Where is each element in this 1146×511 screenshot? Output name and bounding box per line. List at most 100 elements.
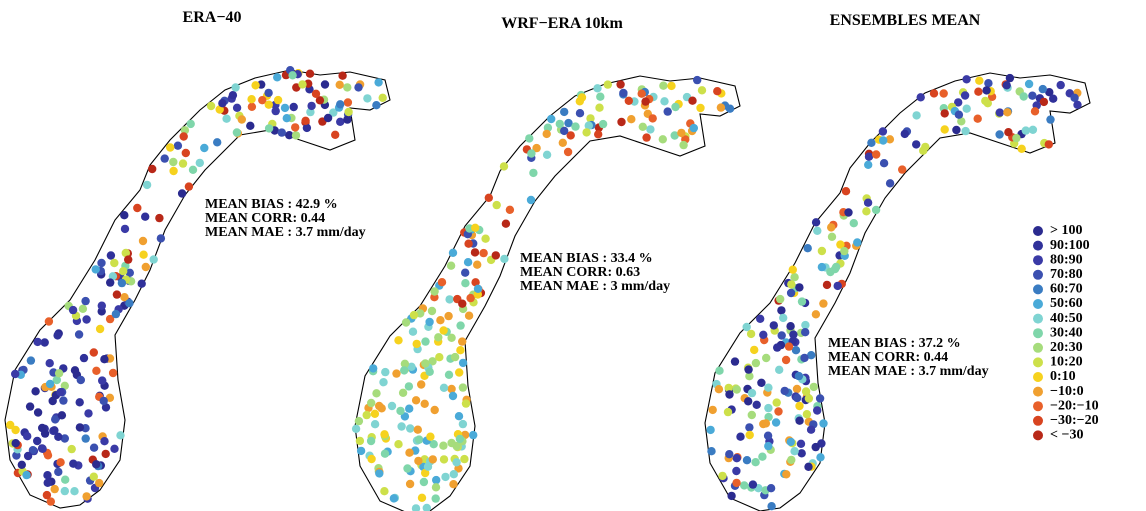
station-dot	[499, 162, 509, 171]
station-dot	[961, 126, 970, 136]
station-dot	[715, 366, 724, 375]
station-dot	[40, 338, 49, 347]
station-dot	[142, 180, 152, 190]
station-dot	[23, 432, 32, 441]
station-dot	[75, 398, 84, 407]
station-dot	[173, 141, 183, 150]
station-dot	[264, 100, 273, 109]
station-dot	[771, 418, 781, 427]
station-dot	[51, 415, 60, 424]
station-dot	[627, 115, 636, 124]
station-dot	[398, 388, 408, 397]
station-dot	[354, 416, 364, 426]
legend-label: 60:70	[1050, 282, 1083, 297]
station-dot	[38, 444, 47, 453]
station-dot	[791, 346, 801, 355]
station-dot	[169, 166, 178, 176]
station-dot	[774, 407, 783, 416]
station-dot	[11, 439, 20, 448]
station-dot	[421, 359, 430, 368]
station-dot	[411, 396, 421, 405]
station-dot	[973, 114, 982, 123]
station-dot	[431, 483, 441, 492]
station-dot	[264, 88, 273, 98]
station-dot	[960, 91, 970, 100]
station-dot	[323, 113, 333, 123]
station-dot	[447, 333, 456, 342]
station-dot	[367, 454, 376, 464]
station-dot	[351, 424, 361, 433]
station-dot	[367, 398, 376, 408]
station-dot	[251, 81, 260, 90]
station-dot	[425, 367, 434, 376]
station-dot	[813, 406, 822, 415]
station-dot	[179, 132, 188, 141]
station-dot	[363, 94, 372, 103]
station-dot	[940, 125, 949, 134]
station-dot	[558, 138, 567, 147]
station-dot	[724, 383, 733, 393]
station-dot	[110, 258, 119, 268]
station-dot	[338, 71, 347, 80]
station-dot	[840, 246, 849, 256]
station-dot	[408, 327, 418, 336]
station-dot	[48, 396, 57, 406]
station-dot	[60, 381, 69, 390]
stat-line: MEAN BIAS : 42.9 %	[205, 197, 338, 212]
station-dot	[693, 75, 702, 85]
station-dot	[782, 470, 791, 479]
station-dot	[343, 115, 352, 124]
station-dot	[40, 429, 50, 438]
station-dot	[101, 449, 110, 459]
station-dot	[954, 110, 964, 119]
station-dot	[372, 389, 381, 398]
station-dot	[706, 425, 715, 435]
station-dot	[1019, 92, 1028, 101]
station-dot	[292, 83, 301, 92]
legend-label: 90:100	[1050, 238, 1090, 253]
station-dot	[419, 477, 429, 487]
station-dot	[106, 251, 116, 260]
station-dot	[46, 497, 55, 506]
legend-label: −10:0	[1050, 384, 1084, 399]
station-dot	[1012, 133, 1021, 143]
station-dot	[101, 403, 111, 412]
station-dot	[449, 470, 458, 479]
station-dot	[112, 290, 122, 299]
station-dot	[44, 317, 54, 326]
station-dot	[56, 458, 65, 467]
station-dot	[405, 404, 414, 413]
station-dot	[817, 246, 827, 256]
station-dot	[759, 330, 768, 339]
station-dot	[273, 95, 283, 105]
station-dot	[658, 135, 667, 144]
station-dot	[962, 104, 971, 113]
station-dot	[764, 403, 773, 413]
station-dot	[577, 93, 587, 102]
station-dot	[431, 494, 440, 503]
station-dot	[864, 152, 874, 161]
legend-swatch	[1033, 240, 1043, 251]
station-dot	[59, 396, 68, 405]
station-dot	[331, 130, 340, 139]
station-dot	[404, 382, 414, 391]
station-dot	[464, 239, 473, 248]
legend-swatch	[1033, 372, 1043, 382]
station-dot	[1002, 81, 1011, 90]
station-dot	[439, 326, 448, 335]
station-dot	[795, 416, 804, 425]
station-dot	[624, 96, 633, 106]
station-dot	[155, 213, 164, 223]
station-dot	[745, 423, 754, 432]
station-dot	[456, 321, 465, 330]
station-dot	[33, 436, 42, 446]
station-dot	[409, 310, 419, 320]
station-dot	[872, 150, 881, 159]
station-dot	[777, 331, 786, 340]
station-dot	[795, 283, 804, 292]
station-dot	[1070, 93, 1079, 103]
station-dot	[305, 69, 315, 78]
station-dot	[439, 383, 449, 392]
station-dot	[336, 117, 345, 127]
